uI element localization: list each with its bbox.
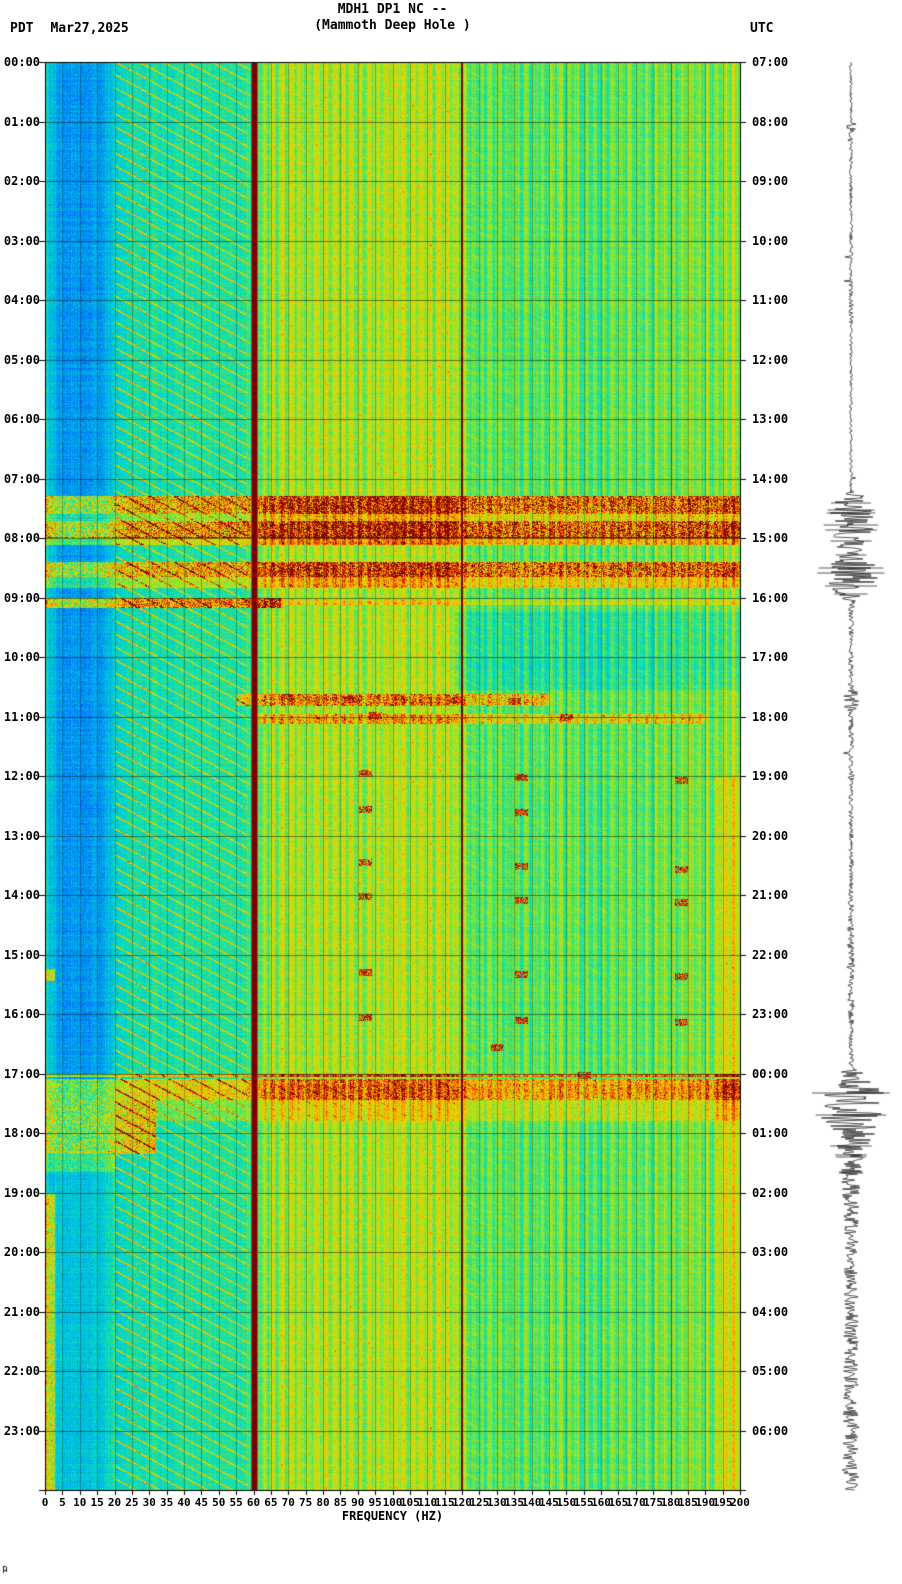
right-time-label: 16:00 <box>752 590 789 605</box>
frequency-tick-label: 40 <box>177 1496 191 1509</box>
frequency-tick-label: 45 <box>194 1496 208 1509</box>
frequency-tick-label: 95 <box>368 1496 382 1509</box>
left-time-label: 07:00 <box>3 471 40 486</box>
frequency-tick-label: 90 <box>351 1496 365 1509</box>
right-time-label: 15:00 <box>752 531 789 545</box>
right-time-label: 08:00 <box>752 114 789 129</box>
date-label: Mar27,2025 <box>50 21 129 36</box>
right-time-label: 02:00 <box>752 1185 789 1200</box>
left-time-label: 12:00 <box>3 769 40 783</box>
frequency-tick-label: 120 <box>452 1496 472 1509</box>
right-time-label: 05:00 <box>752 1364 789 1378</box>
left-time-label: 11:00 <box>3 709 40 724</box>
left-time-label: 16:00 <box>3 1007 40 1021</box>
frequency-tick-label: 85 <box>333 1496 347 1509</box>
left-time-label: 03:00 <box>3 233 40 248</box>
left-time-label: 13:00 <box>3 828 40 843</box>
left-time-label: 02:00 <box>3 174 40 188</box>
plot-title: MDH1 DP1 NC -- (Mammoth Deep Hole ) <box>45 2 740 34</box>
left-time-label: 08:00 <box>3 531 40 545</box>
frequency-tick-label: 30 <box>142 1496 156 1509</box>
frequency-tick-label: 35 <box>160 1496 174 1509</box>
frequency-tick-label: 75 <box>299 1496 313 1509</box>
frequency-tick-label: 70 <box>281 1496 295 1509</box>
frequency-tick-label: 155 <box>573 1496 594 1509</box>
right-time-label: 01:00 <box>752 1126 789 1140</box>
left-time-label: 10:00 <box>3 650 40 664</box>
right-time-label: 10:00 <box>752 233 789 248</box>
right-time-label: 09:00 <box>752 174 789 188</box>
frequency-axis-title: FREQUENCY (HZ) <box>341 1509 444 1523</box>
right-time-label: 22:00 <box>752 947 789 962</box>
right-time-label: 13:00 <box>752 412 789 426</box>
frequency-tick-label: 65 <box>264 1496 278 1509</box>
frequency-tick-label: 115 <box>434 1496 455 1509</box>
left-time-label: 06:00 <box>3 412 40 426</box>
left-time-label: 00:00 <box>3 55 40 69</box>
frequency-tick-label: 195 <box>712 1496 733 1509</box>
frequency-tick-label: 80 <box>316 1496 330 1509</box>
frequency-tick-label: 5 <box>59 1496 66 1509</box>
right-time-label: 00:00 <box>752 1066 789 1081</box>
right-time-label: 19:00 <box>752 769 789 783</box>
frequency-tick-label: 100 <box>382 1496 403 1509</box>
frequency-tick-label: 60 <box>246 1496 261 1509</box>
frequency-tick-label: 140 <box>521 1496 542 1509</box>
frequency-tick-label: 190 <box>695 1496 716 1509</box>
left-time-label: 21:00 <box>3 1304 40 1319</box>
station-title: MDH1 DP1 NC -- <box>337 2 448 17</box>
left-time-label: 09:00 <box>3 590 40 605</box>
left-time-label: 01:00 <box>3 114 40 129</box>
frequency-tick-label: 55 <box>229 1496 243 1509</box>
frequency-tick-label: 160 <box>591 1496 611 1509</box>
frequency-tick-label: 185 <box>677 1496 698 1509</box>
frequency-tick-label: 175 <box>643 1496 664 1509</box>
right-time-label: 11:00 <box>752 293 789 307</box>
frequency-tick-label: 125 <box>469 1496 490 1509</box>
frequency-tick-label: 110 <box>417 1496 438 1509</box>
frequency-tick-label: 15 <box>90 1496 104 1509</box>
right-time-label: 04:00 <box>752 1304 789 1319</box>
frequency-tick-label: 0 <box>41 1496 49 1509</box>
frequency-tick-label: 130 <box>486 1496 507 1509</box>
frequency-tick-label: 50 <box>212 1496 226 1509</box>
left-time-label: 20:00 <box>3 1245 40 1259</box>
frequency-tick-label: 105 <box>399 1496 420 1509</box>
frequency-tick-label: 170 <box>625 1496 646 1509</box>
frequency-tick-label: 20 <box>107 1496 122 1509</box>
right-time-label: 21:00 <box>752 888 789 902</box>
left-time-label: 18:00 <box>3 1126 40 1140</box>
frequency-tick-label: 145 <box>538 1496 559 1509</box>
right-time-label: 12:00 <box>752 352 789 367</box>
left-time-label: 14:00 <box>3 888 40 902</box>
frequency-tick-label: 165 <box>608 1496 629 1509</box>
right-time-label: 07:00 <box>752 55 789 69</box>
frequency-tick-label: 25 <box>125 1496 139 1509</box>
right-time-label: 06:00 <box>752 1423 789 1438</box>
left-time-label: 22:00 <box>3 1364 40 1378</box>
left-time-label: 15:00 <box>3 947 40 962</box>
frequency-tick-label: 150 <box>556 1496 577 1509</box>
right-time-label: 18:00 <box>752 709 789 724</box>
timezone-right-label: UTC <box>750 21 774 36</box>
left-time-label: 19:00 <box>3 1185 40 1200</box>
left-time-label: 17:00 <box>3 1066 40 1081</box>
left-time-label: 05:00 <box>3 352 40 367</box>
left-time-label: 23:00 <box>3 1423 40 1438</box>
station-subtitle: (Mammoth Deep Hole ) <box>314 18 471 33</box>
timezone-left-label: PDT <box>10 21 34 36</box>
right-time-label: 17:00 <box>752 650 789 664</box>
right-time-label: 20:00 <box>752 828 789 843</box>
frequency-tick-label: 135 <box>504 1496 525 1509</box>
left-time-label: 04:00 <box>3 293 40 307</box>
right-time-label: 14:00 <box>752 471 789 486</box>
frequency-tick-label: 180 <box>660 1496 681 1509</box>
right-time-label: 03:00 <box>752 1245 789 1259</box>
frequency-tick-label: 10 <box>73 1496 87 1509</box>
header-left: PDT Mar27,2025 <box>10 21 129 36</box>
frequency-tick-label: 200 <box>730 1496 750 1509</box>
right-time-label: 23:00 <box>752 1007 789 1021</box>
